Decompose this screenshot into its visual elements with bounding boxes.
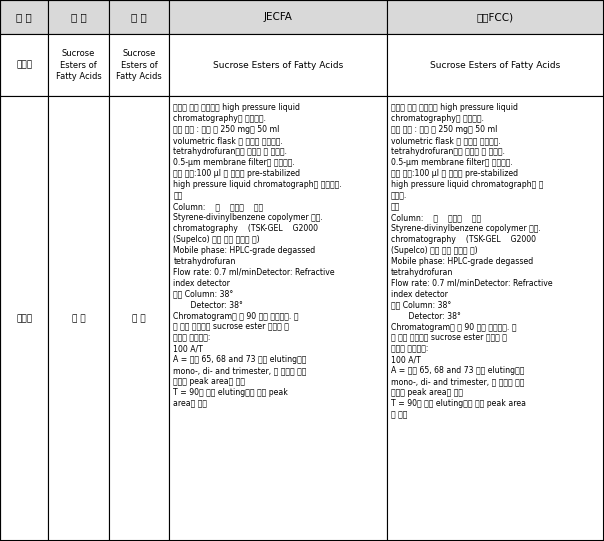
Text: Sucrose Esters of Fatty Acids: Sucrose Esters of Fatty Acids (430, 61, 561, 70)
Bar (48, 0, 109, 34)
Text: 한 국: 한 국 (71, 12, 86, 22)
Text: Sucrose
Esters of
Fatty Acids: Sucrose Esters of Fatty Acids (56, 49, 101, 82)
Bar (169, 34, 387, 96)
Bar (48, 34, 109, 96)
Text: Sucrose Esters of Fatty Acids: Sucrose Esters of Fatty Acids (213, 61, 343, 70)
Text: 정량법: 정량법 (16, 314, 32, 323)
Bar (0, 96, 48, 541)
Bar (387, 0, 604, 34)
Text: 영문명: 영문명 (16, 61, 32, 70)
Bar (387, 34, 604, 96)
Bar (169, 96, 387, 541)
Text: 일 본: 일 본 (131, 12, 147, 22)
Text: 미국FCC): 미국FCC) (477, 12, 514, 22)
Bar (169, 0, 387, 34)
Text: Sucrose
Esters of
Fatty Acids: Sucrose Esters of Fatty Acids (116, 49, 162, 82)
Bar (48, 96, 109, 541)
Bar (109, 34, 169, 96)
Bar (109, 0, 169, 34)
Bar (0, 0, 48, 34)
Bar (387, 96, 604, 541)
Bar (109, 96, 169, 541)
Bar (0, 34, 48, 96)
Text: 없 음: 없 음 (72, 314, 85, 323)
Text: 아래와 같은 조건으로 high pressure liquid
chromatography를 이용한다.
시료 준비 : 시료 약 250 mg을 50 m: 아래와 같은 조건으로 high pressure liquid chromat… (391, 103, 553, 419)
Text: 항 목: 항 목 (16, 12, 32, 22)
Text: 없 음: 없 음 (132, 314, 146, 323)
Text: 아래와 같은 조건으로 high pressure liquid
chromatography를 이용한다.
시료 준비 : 시료 약 250 mg을 50 m: 아래와 같은 조건으로 high pressure liquid chromat… (173, 103, 342, 408)
Text: JECFA: JECFA (263, 12, 292, 22)
